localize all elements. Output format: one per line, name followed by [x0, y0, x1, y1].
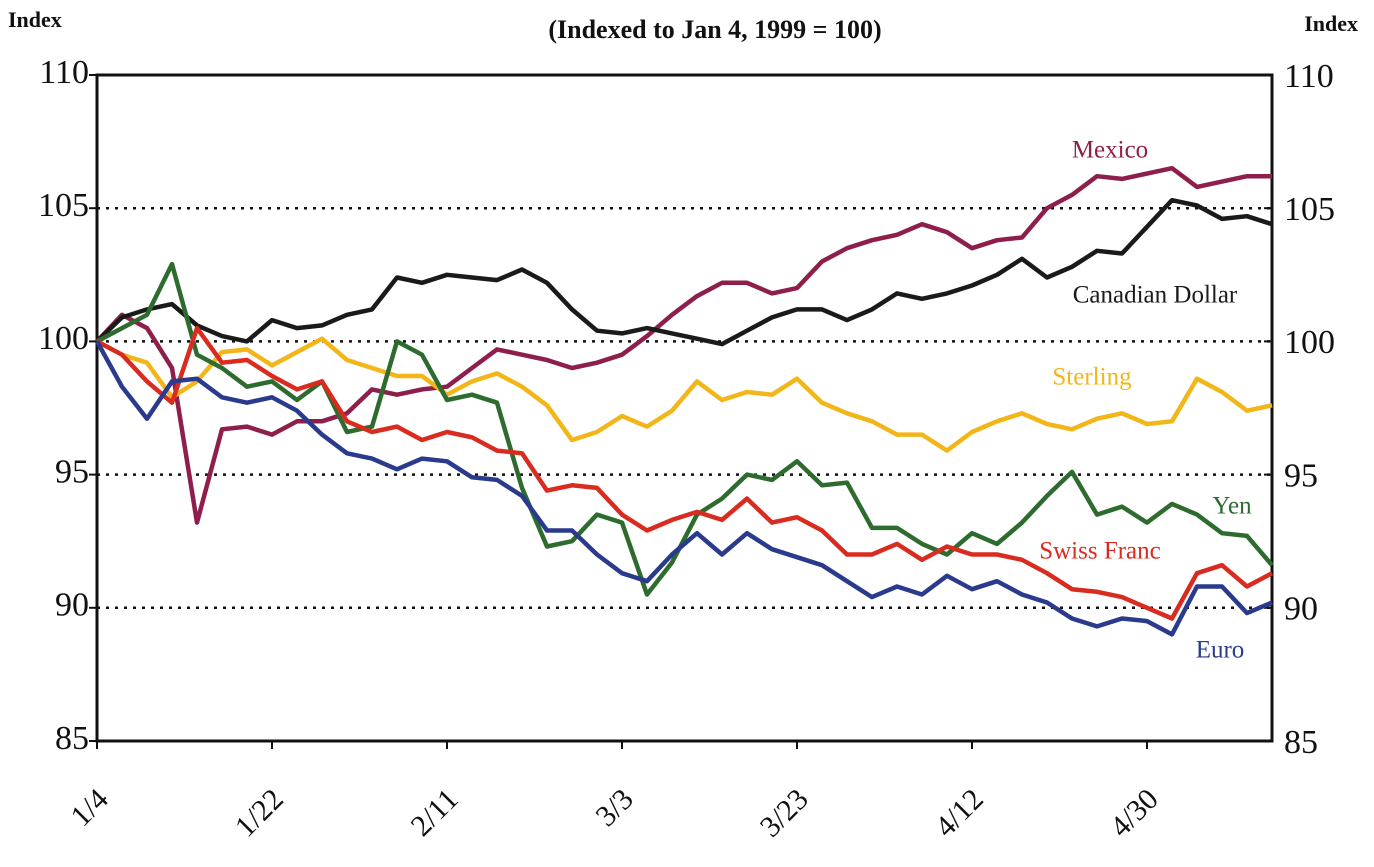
chart-title: (Indexed to Jan 4, 1999 = 100)	[548, 15, 881, 44]
series-label: Canadian Dollar	[1073, 282, 1238, 309]
y2-tick-label: 95	[1284, 457, 1318, 494]
y2-tick-label: 110	[1284, 58, 1334, 95]
x-tick-label: 2/11	[405, 782, 465, 842]
x-tick-label: 1/4	[64, 782, 114, 832]
x-tick-label: 1/22	[229, 782, 290, 843]
series-line	[95, 197, 1273, 347]
series-line	[95, 336, 1273, 453]
series-label: Swiss Franc	[1039, 538, 1161, 565]
y-tick-label: 85	[55, 720, 89, 757]
series-label: Sterling	[1052, 364, 1132, 391]
series-label: Yen	[1212, 493, 1252, 520]
series-label: Euro	[1196, 637, 1245, 664]
y2-tick-label: 100	[1284, 324, 1335, 361]
y2-tick-label: 90	[1284, 591, 1318, 628]
y2-axis-label: Index	[1304, 11, 1358, 36]
y-tick-label: 95	[55, 453, 89, 490]
y-axis-label: Index	[8, 7, 62, 32]
y-tick-label: 105	[38, 187, 89, 224]
x-tick-label: 3/3	[589, 782, 639, 832]
x-tick-label: 3/23	[754, 782, 815, 843]
plot-frame	[95, 73, 1274, 743]
y2-tick-label: 105	[1284, 191, 1335, 228]
y-tick-label: 100	[38, 320, 89, 357]
series-line	[95, 165, 1272, 525]
series-line	[95, 325, 1274, 621]
series-line	[95, 340, 1273, 637]
y-tick-label: 110	[39, 54, 89, 91]
series-line	[95, 261, 1274, 597]
y-tick-label: 90	[55, 587, 89, 624]
x-tick-label: 4/30	[1104, 782, 1165, 843]
y2-tick-label: 85	[1284, 724, 1318, 761]
x-tick-label: 4/12	[929, 782, 990, 843]
series-label: Mexico	[1072, 137, 1148, 164]
